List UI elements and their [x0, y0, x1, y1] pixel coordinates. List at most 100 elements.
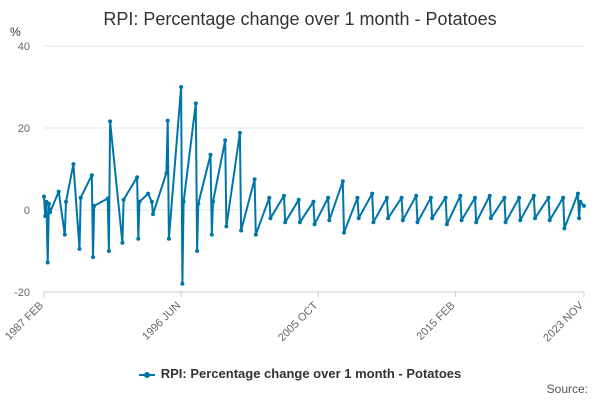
tick-labels: -20 0 20 40 1987 FEB 1996 JUN 2005 OCT 2015 FEB…	[3, 41, 587, 344]
data-point	[297, 220, 302, 225]
data-point	[267, 195, 272, 200]
y-tick-label: 40	[18, 41, 30, 53]
data-point	[582, 203, 586, 208]
x-tick-label: 2005 OCT	[276, 299, 321, 344]
data-point	[239, 228, 244, 233]
data-point	[166, 236, 171, 241]
data-point	[180, 281, 185, 286]
y-unit-label: %	[10, 25, 21, 39]
data-point	[252, 177, 257, 182]
data-point	[474, 220, 479, 225]
chart-title: RPI: Percentage change over 1 month - Po…	[103, 9, 497, 29]
series	[42, 85, 586, 286]
data-point	[400, 218, 405, 223]
data-point	[282, 193, 286, 198]
data-point	[46, 201, 51, 206]
data-point	[487, 193, 492, 198]
data-point	[326, 195, 331, 200]
data-point	[428, 195, 433, 200]
data-point	[237, 130, 242, 135]
series-line	[43, 86, 585, 285]
data-point	[45, 260, 50, 265]
legend[interactable]: RPI: Percentage change over 1 month - Po…	[0, 366, 600, 381]
data-point	[518, 218, 523, 223]
y-tick-label: 0	[24, 205, 30, 217]
data-point	[253, 232, 258, 237]
data-point	[48, 210, 53, 215]
data-point	[386, 216, 391, 221]
data-point	[533, 216, 537, 221]
data-point	[458, 193, 463, 198]
data-point	[89, 173, 94, 178]
data-point	[135, 175, 140, 180]
data-point	[105, 196, 110, 201]
data-point	[92, 203, 97, 208]
data-point	[43, 214, 48, 219]
data-point	[503, 220, 508, 225]
data-point	[578, 199, 583, 204]
data-point	[120, 240, 125, 245]
data-point	[327, 218, 332, 223]
data-point	[370, 191, 375, 196]
axis	[43, 291, 585, 297]
x-tick-label: 2023 NOV	[541, 299, 586, 344]
data-point	[502, 195, 507, 200]
data-point	[193, 101, 198, 106]
data-point	[224, 224, 229, 229]
data-point	[531, 193, 536, 198]
data-point	[64, 199, 68, 204]
data-point	[415, 220, 420, 225]
data-point	[195, 249, 200, 253]
data-point	[137, 199, 142, 204]
data-point	[106, 249, 111, 253]
data-point	[430, 216, 435, 221]
data-point	[561, 195, 566, 200]
data-point	[62, 232, 67, 237]
data-point	[151, 212, 155, 217]
data-point	[181, 199, 186, 204]
data-point	[473, 195, 477, 200]
x-tick-label: 2015 FEB	[414, 300, 457, 343]
data-point	[208, 152, 213, 157]
data-point	[146, 191, 151, 196]
y-tick-label: 20	[18, 123, 30, 135]
data-point	[311, 199, 316, 204]
data-point	[211, 199, 215, 204]
data-point	[268, 216, 273, 221]
data-point	[77, 246, 82, 251]
data-point	[577, 216, 582, 221]
data-point	[209, 232, 214, 237]
data-point	[371, 220, 376, 225]
data-point	[78, 195, 83, 200]
data-point	[91, 255, 95, 260]
data-point	[340, 179, 345, 184]
data-point	[443, 195, 448, 200]
data-point	[414, 193, 419, 198]
data-point	[399, 195, 404, 200]
data-point	[342, 230, 346, 235]
grid-lines	[44, 45, 584, 293]
data-point	[459, 218, 464, 223]
y-tick-label: -20	[14, 287, 30, 299]
legend-swatch	[138, 371, 155, 378]
data-point	[149, 199, 154, 204]
data-point	[71, 162, 76, 167]
data-point	[165, 118, 170, 123]
data-point	[42, 194, 46, 199]
data-point	[223, 138, 228, 143]
data-point	[356, 216, 361, 221]
source-label: Source:	[546, 382, 588, 396]
data-point	[296, 197, 301, 202]
data-point	[312, 222, 317, 227]
data-point	[283, 220, 288, 225]
data-point	[108, 119, 113, 124]
x-tick-label: 1996 JUN	[140, 300, 183, 343]
data-point	[164, 171, 169, 176]
data-point	[196, 201, 201, 206]
data-point	[179, 85, 184, 89]
x-tick-label: 1987 FEB	[3, 300, 46, 343]
data-point	[562, 226, 567, 231]
data-point	[384, 195, 389, 200]
data-point	[355, 195, 360, 200]
legend-label: RPI: Percentage change over 1 month - Po…	[160, 366, 462, 381]
